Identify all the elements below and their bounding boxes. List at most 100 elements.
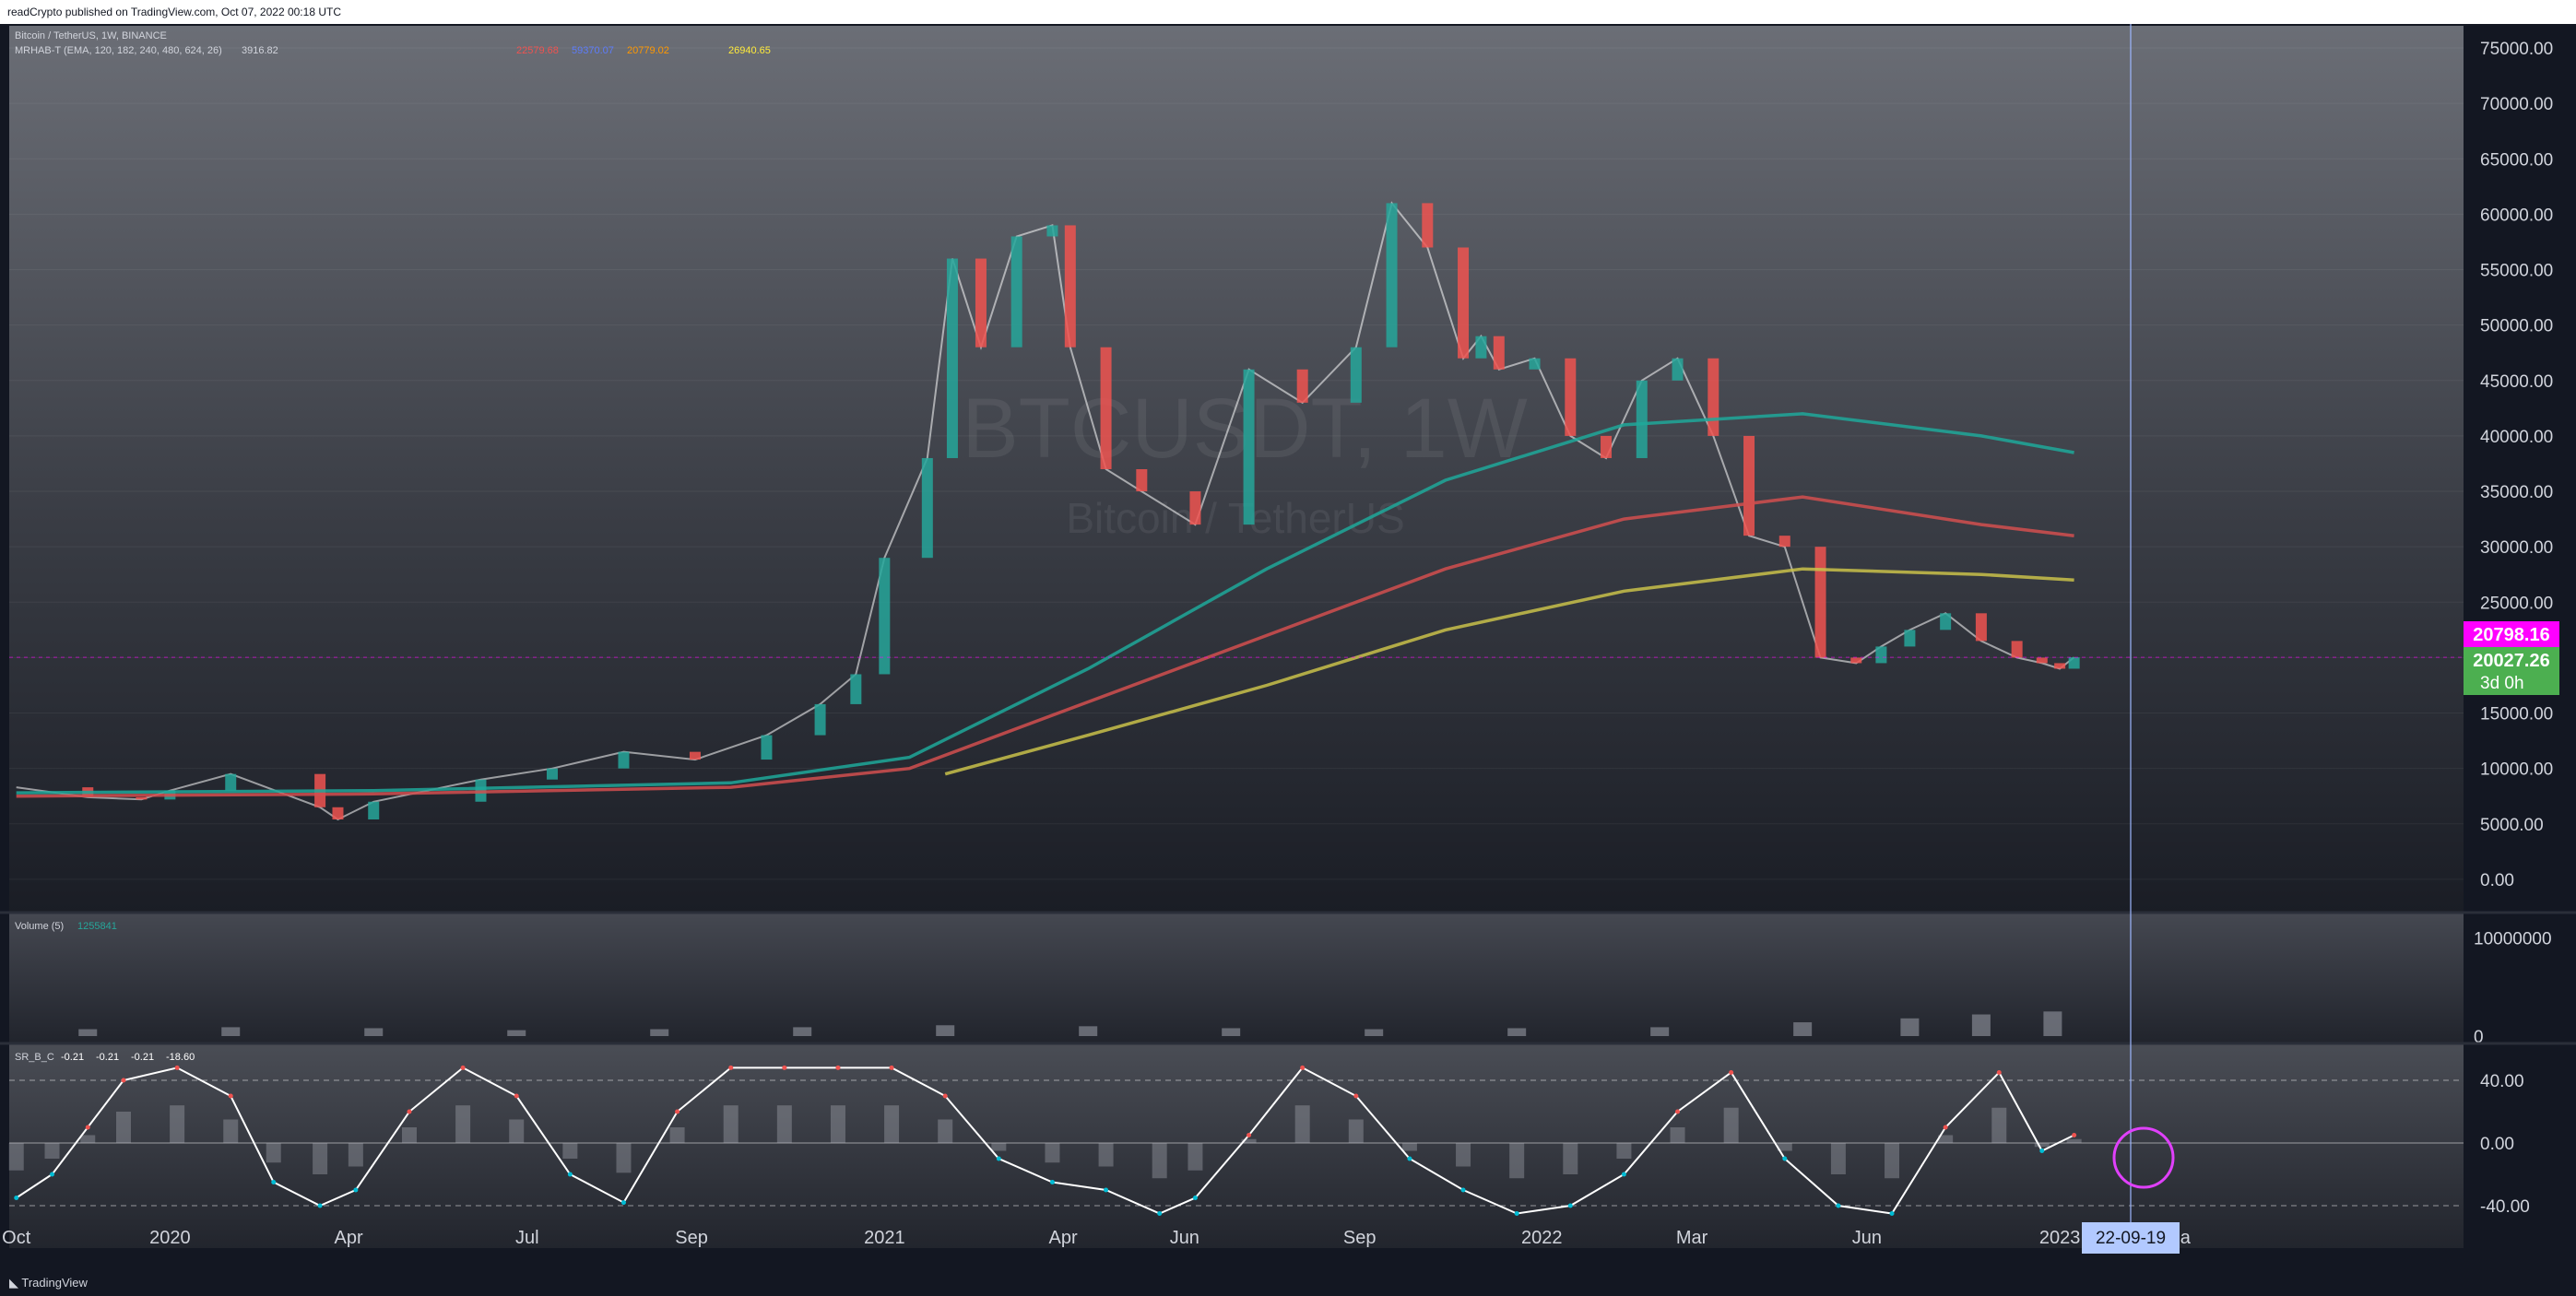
- price-candle: [2054, 663, 2066, 669]
- price-candle: [1493, 336, 1505, 370]
- price-candle: [368, 801, 380, 819]
- price-candle: [1875, 646, 1887, 664]
- oscillator-point: [675, 1109, 680, 1114]
- price-candle: [1475, 336, 1487, 359]
- price-candle: [1064, 225, 1076, 348]
- tradingview-chart[interactable]: BTCUSDT, 1W Bitcoin / TetherUS 0.005000.…: [0, 24, 2576, 1270]
- price-tick-label: 75000.00: [2480, 40, 2553, 59]
- tradingview-footer: ◣ TradingView: [0, 1270, 2576, 1296]
- oscillator-pane-bg: [9, 1043, 2464, 1248]
- indicator-value-4: 26940.65: [728, 45, 771, 56]
- price-candle: [1743, 435, 1755, 536]
- oscillator-point: [1192, 1196, 1198, 1200]
- oscillator-histogram-bar: [80, 1135, 96, 1143]
- oscillator-point: [49, 1172, 54, 1177]
- volume-pane-bg: [9, 913, 2464, 1062]
- price-candle: [1458, 247, 1470, 359]
- oscillator-point: [14, 1196, 19, 1200]
- price-candle: [1707, 358, 1719, 436]
- volume-bar: [221, 1027, 241, 1036]
- oscillator-line: [16, 1066, 2075, 1215]
- oscillator-point: [1567, 1203, 1573, 1208]
- oscillator-histogram-bar: [616, 1143, 632, 1173]
- oscillator-point: [620, 1200, 626, 1206]
- series-line-ema-182: [16, 495, 2074, 798]
- price-candle: [946, 258, 958, 458]
- price-candle: [689, 751, 701, 760]
- watermark-name: Bitcoin / TetherUS: [1066, 494, 1404, 542]
- oscillator-point: [1836, 1203, 1841, 1208]
- price-candle: [1601, 435, 1613, 458]
- price-y-axis: 0.005000.0010000.0015000.0020000.0025000…: [2480, 40, 2553, 890]
- indicator-value-0: 3916.82: [242, 45, 278, 56]
- oscillator-histogram-bar: [1045, 1143, 1060, 1163]
- price-candle: [1975, 613, 1987, 642]
- indicator-value-2: 59370.07: [572, 45, 614, 56]
- volume-bar: [1365, 1029, 1384, 1036]
- price-candle: [1100, 347, 1112, 469]
- oscillator-values: -0.21 -0.21 -0.21 -18.60: [61, 1052, 195, 1063]
- volume-legend-label[interactable]: Volume (5): [15, 921, 64, 932]
- oscillator-point: [889, 1065, 894, 1070]
- oscillator-point: [1729, 1070, 1734, 1075]
- oscillator-point: [835, 1065, 841, 1070]
- oscillator-point: [1247, 1133, 1252, 1137]
- last-price-label: 20027.26: [2473, 651, 2549, 671]
- oscillator-histogram-bar: [1723, 1107, 1739, 1143]
- oscillator-histogram-bar: [1509, 1143, 1525, 1179]
- time-tick-label: 2021: [864, 1228, 905, 1248]
- oscillator-histogram-bar: [313, 1143, 328, 1174]
- price-candle: [1189, 491, 1201, 525]
- price-tick-label: 65000.00: [2480, 150, 2553, 170]
- price-candle: [975, 258, 987, 348]
- oscillator-histogram-bar: [1348, 1119, 1364, 1143]
- highlight-circle: [2112, 1126, 2175, 1189]
- oscillator-legend-label[interactable]: SR_B_C: [15, 1052, 54, 1063]
- price-candle: [814, 703, 826, 736]
- symbol-legend[interactable]: Bitcoin / TetherUS, 1W, BINANCE: [15, 30, 167, 41]
- price-tick-label: 10000.00: [2480, 760, 2553, 780]
- series-line-ema-240: [944, 567, 2074, 776]
- price-tick-label: 60000.00: [2480, 206, 2553, 225]
- oscillator-point: [1300, 1065, 1306, 1070]
- oscillator-point: [1407, 1156, 1412, 1161]
- oscillator-point: [2039, 1149, 2045, 1153]
- oscillator-histogram-bar: [44, 1143, 60, 1159]
- volume-bar: [1222, 1028, 1241, 1036]
- oscillator-histogram-bar: [2034, 1143, 2050, 1148]
- time-tick-label: Sep: [1343, 1228, 1377, 1248]
- oscillator-histogram-bar: [1401, 1143, 1417, 1151]
- oscillator-histogram-bar: [1777, 1143, 1792, 1151]
- oscillator-tick-label: 0.00: [2480, 1135, 2514, 1154]
- oscillator-histogram-bar: [938, 1119, 953, 1143]
- indicator-legend[interactable]: MRHAB-T (EMA, 120, 182, 240, 480, 624, 2…: [15, 45, 222, 56]
- oscillator-histogram-bar: [266, 1143, 281, 1163]
- price-tick-label: 35000.00: [2480, 483, 2553, 502]
- oscillator-histogram-bar: [8, 1143, 24, 1171]
- volume-bar: [1971, 1014, 1991, 1036]
- volume-bar: [1900, 1018, 1920, 1036]
- price-candle: [1296, 369, 1308, 403]
- oscillator-point: [782, 1065, 787, 1070]
- oscillator-point: [1889, 1211, 1895, 1216]
- price-candle: [2011, 641, 2023, 658]
- oscillator-tick-label: 40.00: [2480, 1072, 2524, 1091]
- price-pane-bg: [9, 26, 2464, 913]
- price-candle: [921, 457, 933, 559]
- price-candle: [1904, 630, 1916, 647]
- price-candle: [1010, 236, 1022, 348]
- price-candle: [761, 735, 773, 760]
- oscillator-point: [1104, 1187, 1109, 1193]
- price-tick-label: 70000.00: [2480, 95, 2553, 114]
- volume-bar: [793, 1027, 812, 1036]
- oscillator-histogram-bar: [401, 1127, 417, 1143]
- oscillator-value-1: -0.21: [96, 1052, 119, 1063]
- oscillator-y-axis: -40.00 0.00 40.00: [2480, 1072, 2530, 1217]
- oscillator-histogram-bar: [1991, 1107, 2007, 1143]
- oscillator-histogram-bar: [170, 1105, 185, 1143]
- volume-bar: [1793, 1022, 1813, 1036]
- price-candle: [332, 807, 344, 819]
- time-tick-label: Jun: [1170, 1228, 1199, 1248]
- price-tick-label: 40000.00: [2480, 428, 2553, 447]
- price-candle: [1672, 358, 1684, 381]
